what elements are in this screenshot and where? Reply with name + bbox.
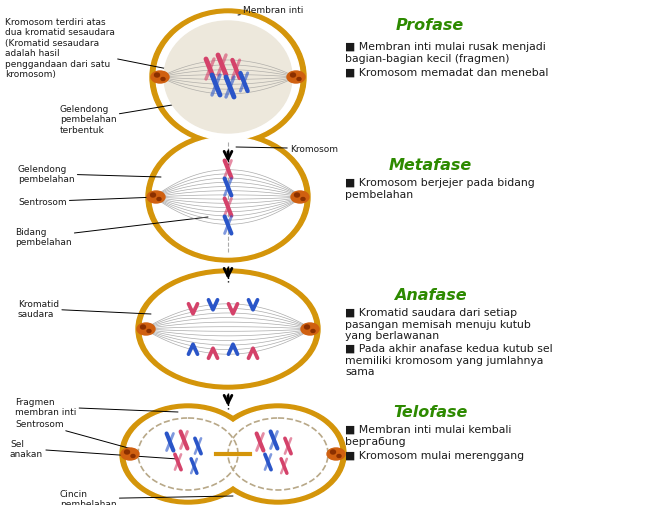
- Text: Telofase: Telofase: [393, 404, 467, 419]
- Text: ■ Membran inti mulai rusak menjadi
bagian-bagian kecil (fragmen): ■ Membran inti mulai rusak menjadi bagia…: [345, 42, 546, 64]
- Ellipse shape: [156, 15, 300, 141]
- Text: Kromosom terdiri atas
dua kromatid sesaudara
(Kromatid sesaudara
adalah hasil
pe: Kromosom terdiri atas dua kromatid sesau…: [5, 18, 183, 79]
- Ellipse shape: [154, 74, 159, 78]
- Ellipse shape: [151, 72, 169, 84]
- Text: ■ Membran inti mulai kembali
bергабung: ■ Membran inti mulai kembali bергабung: [345, 424, 511, 446]
- Ellipse shape: [216, 409, 340, 499]
- Ellipse shape: [137, 323, 155, 335]
- Ellipse shape: [337, 454, 341, 458]
- Ellipse shape: [126, 409, 250, 499]
- Text: Fragmen
membran inti: Fragmen membran inti: [15, 397, 178, 417]
- Ellipse shape: [327, 448, 345, 460]
- Ellipse shape: [121, 448, 139, 460]
- Text: Sentrosom: Sentrosom: [18, 197, 158, 207]
- Text: Profase: Profase: [396, 18, 464, 33]
- Ellipse shape: [150, 193, 156, 197]
- Ellipse shape: [152, 138, 304, 258]
- Text: ■ Kromosom mulai merenggang: ■ Kromosom mulai merenggang: [345, 450, 524, 460]
- Ellipse shape: [136, 270, 320, 389]
- Text: Sel
anakan: Sel anakan: [10, 439, 178, 459]
- Text: Bidang
pembelahan: Bidang pembelahan: [15, 218, 208, 247]
- Ellipse shape: [287, 72, 305, 84]
- Text: Kromatid
saudara: Kromatid saudara: [18, 299, 151, 319]
- Ellipse shape: [150, 10, 306, 146]
- Text: ■ Kromatid saudara dari setiap
pasangan memisah menuju kutub
yang berlawanan: ■ Kromatid saudara dari setiap pasangan …: [345, 308, 531, 340]
- Text: Anafase: Anafase: [393, 287, 467, 302]
- Text: Gelendong
pembelahan
terbentuk: Gelendong pembelahan terbentuk: [60, 103, 190, 134]
- Ellipse shape: [147, 330, 151, 333]
- Text: Cincin
pembelahan: Cincin pembelahan: [60, 489, 233, 505]
- Ellipse shape: [147, 191, 165, 204]
- Ellipse shape: [311, 330, 315, 333]
- Ellipse shape: [131, 454, 135, 458]
- Text: Membran inti: Membran inti: [238, 6, 303, 16]
- Ellipse shape: [146, 133, 310, 263]
- Ellipse shape: [291, 74, 295, 78]
- Ellipse shape: [304, 325, 310, 329]
- Ellipse shape: [297, 78, 301, 81]
- Ellipse shape: [301, 198, 305, 201]
- Text: ■ Kromosom memadat dan menebal: ■ Kromosom memadat dan menebal: [345, 68, 548, 78]
- Text: ■ Pada akhir anafase kedua kutub sel
memiliki kromosom yang jumlahnya
sama: ■ Pada akhir anafase kedua kutub sel mem…: [345, 343, 553, 376]
- Ellipse shape: [291, 191, 309, 204]
- Text: ■ Kromosom berjejer pada bidang
pembelahan: ■ Kromosom berjejer pada bidang pembelah…: [345, 178, 534, 199]
- Ellipse shape: [164, 22, 292, 134]
- Ellipse shape: [295, 193, 299, 197]
- Text: Metafase: Metafase: [388, 158, 472, 173]
- Text: Kromosom: Kromosom: [236, 145, 338, 154]
- Ellipse shape: [331, 450, 335, 454]
- Ellipse shape: [142, 274, 314, 384]
- Text: Sentrosom: Sentrosom: [15, 419, 132, 449]
- Ellipse shape: [301, 323, 319, 335]
- Ellipse shape: [120, 404, 256, 504]
- Ellipse shape: [210, 404, 346, 504]
- Ellipse shape: [140, 325, 146, 329]
- Ellipse shape: [125, 450, 130, 454]
- Ellipse shape: [161, 78, 165, 81]
- Ellipse shape: [157, 198, 161, 201]
- Text: Gelendong
pembelahan: Gelendong pembelahan: [18, 165, 161, 184]
